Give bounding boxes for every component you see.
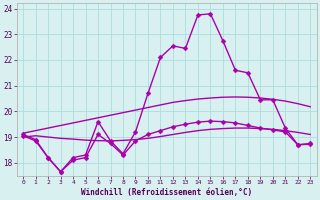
X-axis label: Windchill (Refroidissement éolien,°C): Windchill (Refroidissement éolien,°C) <box>81 188 252 197</box>
